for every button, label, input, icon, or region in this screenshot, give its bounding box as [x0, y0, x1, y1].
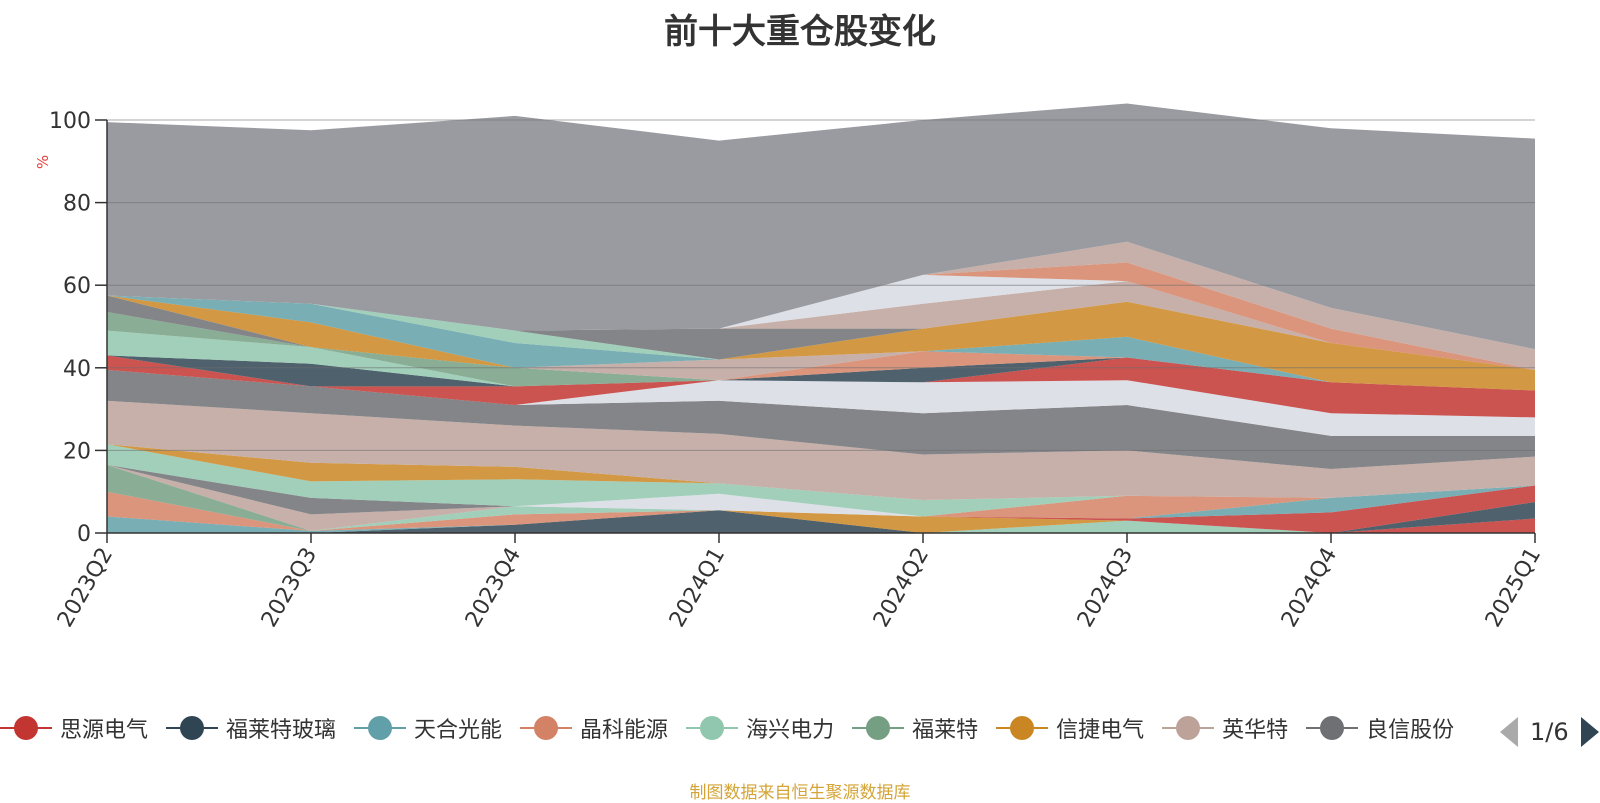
area-series-19[interactable]	[107, 355, 1535, 418]
area-series-33[interactable]	[107, 262, 1535, 370]
x-tick-label: 2023Q3	[257, 544, 322, 632]
x-tick-label: 2024Q1	[665, 544, 730, 632]
legend-item-7[interactable]: 信捷电气	[996, 712, 1144, 744]
legend-item-label: 福莱特玻璃	[226, 718, 337, 743]
legend-item-label: 信捷电气	[1056, 718, 1145, 743]
legend-item-label: 福莱特	[912, 718, 979, 743]
x-tick-label: 2024Q2	[869, 544, 934, 632]
y-tick-label: 100	[49, 109, 91, 134]
legend-marker-icon	[0, 714, 52, 742]
area-series-12[interactable]	[107, 464, 1535, 519]
area-series-2[interactable]	[107, 502, 1535, 533]
y-tick-label: 20	[63, 439, 91, 464]
area-series-1[interactable]	[107, 518, 1535, 534]
legend-item-2[interactable]: 福莱特玻璃	[166, 712, 336, 744]
area-series-20[interactable]	[107, 355, 1535, 391]
legend-item-label: 英华特	[1222, 718, 1289, 743]
legend: 思源电气 福莱特玻璃 天合光能 晶科能源 海兴电力 福莱特 信捷电气 英华特 良信股份	[0, 712, 1490, 752]
legend-marker-icon	[852, 714, 905, 742]
legend-prev-page-icon[interactable]	[1500, 717, 1518, 747]
area-series-7[interactable]	[107, 464, 1535, 533]
area-series-35[interactable]	[107, 103, 1535, 350]
legend-pager: 1/6	[1500, 714, 1600, 750]
legend-page-indicator: 1/6	[1530, 718, 1569, 746]
legend-item-label: 晶科能源	[580, 718, 669, 743]
legend-marker-icon	[1162, 714, 1215, 742]
legend-marker-icon	[166, 714, 219, 742]
y-tick-label: 40	[63, 357, 91, 382]
area-series-4[interactable]	[107, 491, 1535, 533]
x-tick-label: 2023Q4	[461, 544, 526, 632]
legend-item-label: 良信股份	[1366, 718, 1455, 743]
legend-item-4[interactable]: 晶科能源	[520, 712, 668, 744]
grid-lines	[107, 119, 1535, 534]
legend-item-8[interactable]: 英华特	[1162, 712, 1288, 744]
area-series-group	[107, 103, 1535, 534]
y-tick-label: 0	[77, 522, 91, 547]
legend-item-label: 天合光能	[414, 718, 503, 743]
legend-item-9[interactable]: 良信股份	[1306, 712, 1454, 744]
source-note: 制图数据来自恒生聚源数据库	[689, 783, 911, 803]
area-series-30[interactable]	[107, 295, 1535, 370]
y-axis-unit-label: %	[34, 155, 52, 169]
stacked-area-chart: 0 20 40 60 80 100 2023Q2 2023Q3 2023Q4 2024Q1 2024…	[34, 103, 1546, 632]
y-tick-label: 80	[63, 192, 91, 217]
legend-marker-icon	[520, 714, 573, 742]
x-tick-label: 2025Q1	[1481, 544, 1546, 632]
area-series-15[interactable]	[107, 444, 1535, 500]
area-series-3[interactable]	[107, 502, 1535, 533]
area-series-28[interactable]	[107, 295, 1535, 370]
x-tick-label: 2024Q3	[1073, 544, 1138, 632]
legend-next-page-icon[interactable]	[1580, 717, 1599, 747]
area-series-31[interactable]	[107, 281, 1535, 370]
area-series-14[interactable]	[107, 444, 1535, 517]
legend-marker-icon	[354, 714, 407, 742]
x-tick-label: 2024Q4	[1277, 544, 1342, 632]
chart-title: 前十大重仓股变化	[664, 12, 936, 52]
legend-marker-icon	[686, 714, 739, 742]
legend-marker-icon	[1306, 714, 1359, 742]
legend-item-5[interactable]: 海兴电力	[686, 712, 834, 744]
x-tick-label: 2023Q2	[53, 544, 118, 632]
area-series-18[interactable]	[107, 369, 1535, 436]
legend-item-label: 海兴电力	[746, 718, 835, 743]
legend-item-3[interactable]: 天合光能	[354, 712, 502, 744]
area-series-27[interactable]	[107, 295, 1535, 391]
y-tick-label: 60	[63, 274, 91, 299]
legend-item-label: 思源电气	[60, 718, 149, 743]
legend-marker-icon	[996, 714, 1049, 742]
area-series-17[interactable]	[107, 369, 1535, 469]
legend-item-1[interactable]: 思源电气	[0, 712, 148, 744]
area-series-13[interactable]	[107, 464, 1535, 517]
legend-item-6[interactable]: 福莱特	[852, 712, 978, 744]
area-series-34[interactable]	[107, 241, 1535, 370]
area-series-24[interactable]	[107, 312, 1535, 391]
